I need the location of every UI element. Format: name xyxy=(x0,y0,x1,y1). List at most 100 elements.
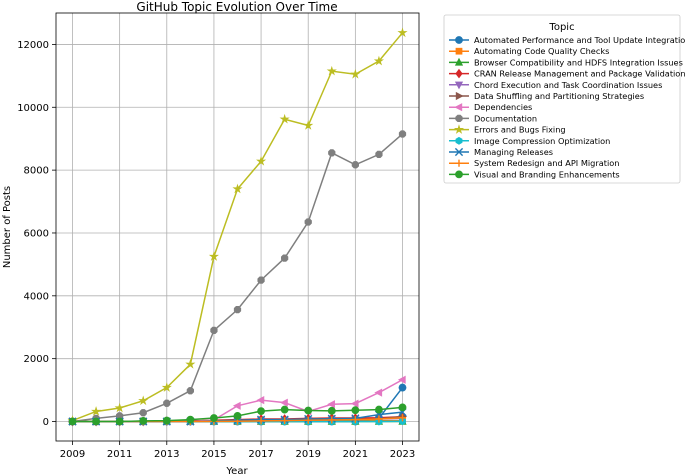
data-point xyxy=(256,396,265,405)
data-point xyxy=(138,395,149,406)
data-point xyxy=(257,417,265,425)
legend-marker xyxy=(454,147,464,157)
legend-item: Documentation xyxy=(449,113,537,123)
legend-label: Automated Performance and Tool Update In… xyxy=(474,35,685,45)
data-point xyxy=(351,406,360,415)
legend-label: Errors and Bugs Fixing xyxy=(474,125,566,135)
x-tick-label: 2017 xyxy=(248,449,273,460)
data-point xyxy=(326,65,337,76)
legend-marker xyxy=(454,57,464,66)
y-tick-label: 6000 xyxy=(24,228,49,239)
data-point xyxy=(304,218,312,226)
data-point xyxy=(398,383,407,392)
data-point xyxy=(115,417,124,426)
legend-label: Documentation xyxy=(474,113,537,123)
data-point xyxy=(351,416,359,424)
y-tick-label: 4000 xyxy=(24,291,49,302)
data-point xyxy=(210,326,218,335)
data-point xyxy=(327,406,336,415)
data-point xyxy=(186,387,194,395)
data-point xyxy=(281,416,289,425)
x-tick-label: 2019 xyxy=(295,449,320,460)
legend-marker xyxy=(454,81,464,90)
data-point xyxy=(161,382,172,392)
legend-item: Errors and Bugs Fixing xyxy=(449,124,566,135)
legend-marker xyxy=(453,124,465,134)
legend-item: Visual and Branding Enhancements xyxy=(449,169,620,179)
data-point xyxy=(256,156,267,166)
legend-label: Visual and Branding Enhancements xyxy=(474,169,620,179)
series-lines xyxy=(67,27,408,427)
legend-label: Chord Execution and Task Coordination Is… xyxy=(474,80,662,90)
data-point xyxy=(397,27,408,38)
data-point xyxy=(279,113,290,124)
data-point xyxy=(68,417,77,426)
legend-item: Data Shuffling and Partitioning Strategi… xyxy=(449,91,644,101)
legend-label: Managing Releases xyxy=(474,147,553,157)
data-point xyxy=(350,68,361,79)
data-point xyxy=(163,399,171,407)
legend-item: Image Compression Optimization xyxy=(449,136,610,146)
data-point xyxy=(281,254,289,262)
data-point xyxy=(232,183,243,194)
legend-item: CRAN Release Management and Package Vali… xyxy=(449,69,685,79)
legend-item: Automated Performance and Tool Update In… xyxy=(449,35,685,45)
legend-item: Automating Code Quality Checks xyxy=(449,46,609,56)
legend-item: Managing Releases xyxy=(449,147,553,157)
legend-label: Dependencies xyxy=(474,102,532,112)
chart-title: GitHub Topic Evolution Over Time xyxy=(136,0,337,14)
y-tick-label: 12000 xyxy=(17,40,49,51)
data-point xyxy=(92,417,100,426)
x-axis-ticks: 2009 2011 2013 2015 2017 2019 2021 2023 xyxy=(60,441,415,460)
data-point xyxy=(327,400,335,409)
legend-marker xyxy=(455,170,463,179)
data-point xyxy=(139,409,147,417)
legend-marker xyxy=(454,103,463,112)
series-8 xyxy=(67,27,408,425)
legend-marker xyxy=(455,36,463,44)
series-12 xyxy=(68,403,407,426)
data-point xyxy=(139,416,148,425)
data-point xyxy=(398,414,407,422)
data-point xyxy=(304,416,312,424)
legend-item: Dependencies xyxy=(449,102,532,112)
data-point xyxy=(257,276,265,284)
legend-label: Image Compression Optimization xyxy=(474,136,610,146)
x-axis-label: Year xyxy=(225,466,248,476)
series-7 xyxy=(68,130,407,426)
legend-label: Automating Code Quality Checks xyxy=(474,46,609,56)
data-point xyxy=(303,120,314,130)
data-point xyxy=(280,398,288,407)
y-tick-label: 2000 xyxy=(24,354,49,365)
legend-item: Browser Compatibility and HDFS Integrati… xyxy=(449,57,683,67)
grid-lines xyxy=(56,13,419,441)
data-point xyxy=(375,150,383,159)
data-point xyxy=(233,306,242,314)
series-line xyxy=(72,133,403,423)
legend: Topic Automated Performance and Tool Upd… xyxy=(443,14,685,184)
y-tick-label: 0 xyxy=(43,417,49,428)
data-point xyxy=(373,55,384,66)
data-point xyxy=(304,406,313,415)
legend-title: Topic xyxy=(548,22,574,33)
data-point xyxy=(398,130,407,138)
data-point xyxy=(208,251,219,261)
data-point xyxy=(397,375,406,384)
data-point xyxy=(351,161,359,169)
data-point xyxy=(375,405,383,414)
data-point xyxy=(398,403,407,412)
plot-frame xyxy=(55,12,420,442)
x-tick-label: 2011 xyxy=(107,449,132,460)
x-tick-label: 2013 xyxy=(154,449,179,460)
legend-label: Data Shuffling and Partitioning Strategi… xyxy=(474,91,644,101)
data-point xyxy=(350,399,359,408)
legend-item: Chord Execution and Task Coordination Is… xyxy=(449,80,662,90)
data-point xyxy=(328,149,336,157)
legend-frame xyxy=(443,14,681,184)
data-point xyxy=(186,415,195,424)
data-point xyxy=(328,416,336,424)
legend-item: System Redesign and API Migration xyxy=(449,158,619,168)
legend-label: Browser Compatibility and HDFS Integrati… xyxy=(474,57,683,67)
data-point xyxy=(375,415,383,423)
y-tick-label: 8000 xyxy=(24,166,49,177)
